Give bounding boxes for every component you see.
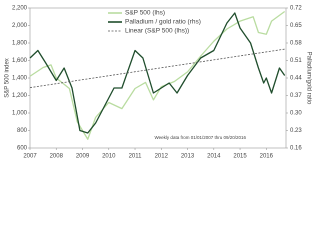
y2-tick-label: 0.65 xyxy=(290,23,302,29)
x-tick-label: 2007 xyxy=(23,154,37,160)
y-tick-label: 2,200 xyxy=(12,6,28,12)
y-tick-label: 1,800 xyxy=(12,41,28,47)
y-tick-label: 1,400 xyxy=(12,76,28,82)
x-tick-label: 2011 xyxy=(129,154,143,160)
x-tick-label: 2015 xyxy=(233,154,247,160)
y2-axis-label: Palladium/gold ratio xyxy=(305,52,311,105)
y2-tick-label: 0.72 xyxy=(290,6,302,12)
x-tick-label: 2016 xyxy=(260,154,274,160)
annotation: Weekly data from 01/01/2007 thru 09/20/2… xyxy=(155,135,247,140)
y-tick-label: 600 xyxy=(17,146,28,152)
series-line xyxy=(29,48,285,89)
legend-label: S&P 500 (lhs) xyxy=(125,10,165,17)
legend-label: Linear (S&P 500 (lhs)) xyxy=(125,28,189,35)
y2-tick-label: 0.37 xyxy=(290,93,302,99)
y2-tick-label: 0.58 xyxy=(290,41,302,47)
x-tick-label: 2009 xyxy=(76,154,90,160)
x-tick-label: 2012 xyxy=(155,154,169,160)
y-tick-label: 1,600 xyxy=(12,58,28,64)
x-tick-label: 2014 xyxy=(207,154,221,160)
x-tick-label: 2010 xyxy=(102,154,116,160)
chart: 600 800 1,000 1,200 1,400 1,600 1,800 2,000 2,20… xyxy=(5,6,312,160)
y2-tick-label: 0.30 xyxy=(290,111,302,117)
y-tick-label: 800 xyxy=(17,128,28,134)
y2-tick-label: 0.23 xyxy=(290,128,302,134)
y2-tick-label: 0.51 xyxy=(290,58,302,64)
y2-tick-label: 0.16 xyxy=(290,146,302,152)
y-tick-label: 1,000 xyxy=(12,111,28,117)
y2-tick-label: 0.44 xyxy=(290,76,302,82)
y-tick-label: 1,200 xyxy=(12,93,28,99)
legend-label: Palladium / gold ratio (rhs) xyxy=(125,19,201,26)
series-line xyxy=(29,10,286,140)
series-line xyxy=(29,12,286,134)
x-tick-label: 2013 xyxy=(181,154,195,160)
y-tick-label: 2,000 xyxy=(12,23,28,29)
x-tick-label: 2008 xyxy=(50,154,64,160)
y-axis-label: S&P 500 index xyxy=(5,58,11,98)
